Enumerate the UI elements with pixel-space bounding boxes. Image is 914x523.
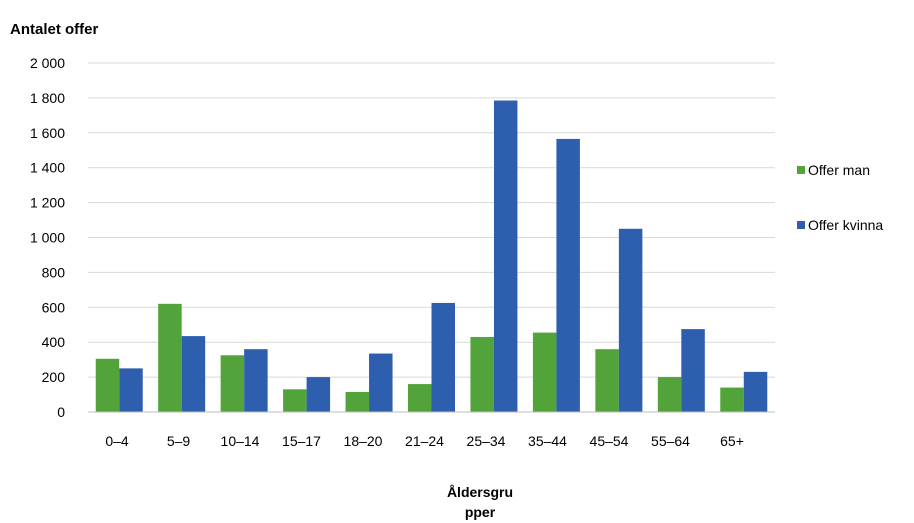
y-tick-label: 1 600	[30, 125, 65, 141]
y-tick-label: 1 200	[30, 195, 65, 211]
x-tick-label: 0–4	[105, 433, 129, 449]
y-tick-label: 1 800	[30, 90, 65, 106]
bar-offer-kvinna	[306, 377, 331, 412]
x-tick-label: 18–20	[344, 433, 383, 449]
x-tick-label: 25–34	[467, 433, 506, 449]
x-tick-label: 21–24	[405, 433, 444, 449]
bar-offer-kvinna	[119, 368, 143, 412]
legend-label: Offer man	[808, 162, 870, 178]
bar-offer-man	[95, 358, 120, 412]
y-axis-title: Antalet offer	[10, 21, 99, 38]
y-tick-labels: 0 200 400 600 800 1 000 1 200 1 400 1 600 1 800 2 …	[30, 55, 65, 420]
legend-swatch	[797, 166, 805, 174]
bar-offer-kvinna	[493, 100, 518, 412]
bar-offer-man	[470, 336, 494, 412]
y-tick-label: 2 000	[30, 55, 65, 71]
bar-offer-man	[283, 389, 307, 412]
bar-offer-kvinna	[181, 336, 206, 412]
bar-offer-man	[532, 332, 557, 412]
bar-offer-man	[220, 355, 245, 412]
bar-offer-kvinna	[618, 228, 643, 412]
legend-label: Offer kvinna	[808, 217, 883, 233]
x-tick-label: 15–17	[282, 433, 321, 449]
bar-offer-man	[720, 387, 744, 412]
x-axis-title-line-1: Åldersgru	[447, 484, 513, 500]
x-tick-label: 45–54	[590, 433, 629, 449]
legend-swatch	[797, 221, 805, 229]
bar-offer-man	[345, 391, 370, 412]
bar-offer-man	[595, 349, 619, 412]
x-tick-label: 5–9	[167, 433, 191, 449]
y-tick-label: 800	[42, 264, 66, 280]
y-tick-label: 600	[42, 299, 66, 315]
bar-offer-man	[158, 303, 182, 412]
bar-offer-kvinna	[556, 138, 580, 412]
legend: Offer man Offer kvinna	[797, 162, 883, 233]
bar-offer-kvinna	[244, 349, 268, 412]
bar-offer-man	[657, 377, 682, 412]
y-tick-label: 1 000	[30, 230, 65, 246]
bar-offer-kvinna	[369, 353, 393, 412]
bar-offer-man	[408, 384, 432, 412]
x-tick-label: 55–64	[651, 433, 690, 449]
x-tick-label: 65+	[720, 433, 744, 449]
x-tick-labels: 0–4 5–9 10–14 15–17 18–20 21–24 25–34 35–44 45–5…	[105, 433, 744, 449]
y-tick-label: 400	[42, 334, 66, 350]
x-tick-label: 35–44	[528, 433, 567, 449]
x-axis-title-line-2: pper	[465, 504, 496, 520]
y-tick-label: 200	[42, 369, 66, 385]
bar-offer-kvinna	[681, 329, 705, 412]
bars	[95, 100, 768, 412]
x-tick-label: 10–14	[221, 433, 260, 449]
y-tick-label: 0	[57, 404, 65, 420]
bar-offer-kvinna	[743, 371, 768, 412]
bar-offer-kvinna	[431, 302, 455, 412]
y-tick-label: 1 400	[30, 160, 65, 176]
